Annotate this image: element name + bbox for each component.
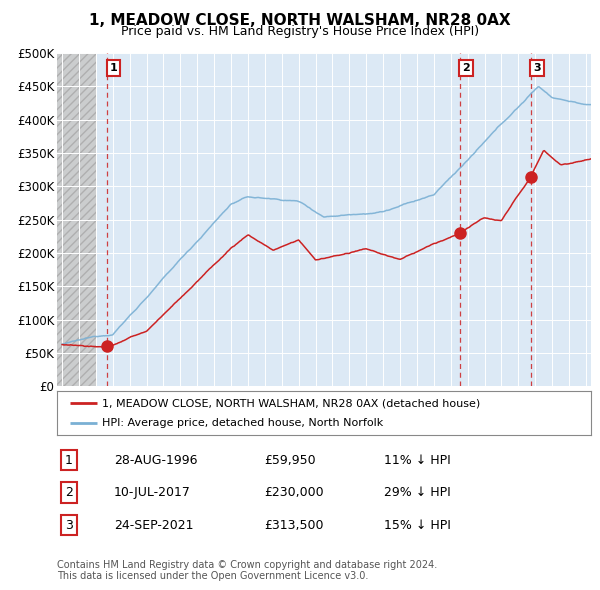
Text: 11% ↓ HPI: 11% ↓ HPI xyxy=(384,454,451,467)
Text: 1, MEADOW CLOSE, NORTH WALSHAM, NR28 0AX: 1, MEADOW CLOSE, NORTH WALSHAM, NR28 0AX xyxy=(89,13,511,28)
Text: HPI: Average price, detached house, North Norfolk: HPI: Average price, detached house, Nort… xyxy=(103,418,383,428)
Bar xyxy=(57,53,96,386)
Text: 29% ↓ HPI: 29% ↓ HPI xyxy=(384,486,451,499)
Text: £313,500: £313,500 xyxy=(264,519,323,532)
Text: 28-AUG-1996: 28-AUG-1996 xyxy=(114,454,197,467)
Text: 1, MEADOW CLOSE, NORTH WALSHAM, NR28 0AX (detached house): 1, MEADOW CLOSE, NORTH WALSHAM, NR28 0AX… xyxy=(103,398,481,408)
Text: £59,950: £59,950 xyxy=(264,454,316,467)
Text: This data is licensed under the Open Government Licence v3.0.: This data is licensed under the Open Gov… xyxy=(57,571,368,581)
Text: 2: 2 xyxy=(65,486,73,499)
Text: 1: 1 xyxy=(65,454,73,467)
Text: 10-JUL-2017: 10-JUL-2017 xyxy=(114,486,191,499)
Text: 3: 3 xyxy=(65,519,73,532)
Text: 1: 1 xyxy=(110,63,118,73)
Text: 15% ↓ HPI: 15% ↓ HPI xyxy=(384,519,451,532)
Text: 24-SEP-2021: 24-SEP-2021 xyxy=(114,519,193,532)
Text: Price paid vs. HM Land Registry's House Price Index (HPI): Price paid vs. HM Land Registry's House … xyxy=(121,25,479,38)
Text: £230,000: £230,000 xyxy=(264,486,323,499)
Text: 3: 3 xyxy=(533,63,541,73)
Text: Contains HM Land Registry data © Crown copyright and database right 2024.: Contains HM Land Registry data © Crown c… xyxy=(57,560,437,571)
Text: 2: 2 xyxy=(462,63,470,73)
